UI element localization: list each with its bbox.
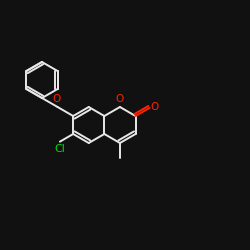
- Text: Cl: Cl: [54, 144, 65, 154]
- Text: O: O: [150, 102, 159, 113]
- Text: O: O: [52, 94, 61, 104]
- Text: O: O: [116, 94, 124, 104]
